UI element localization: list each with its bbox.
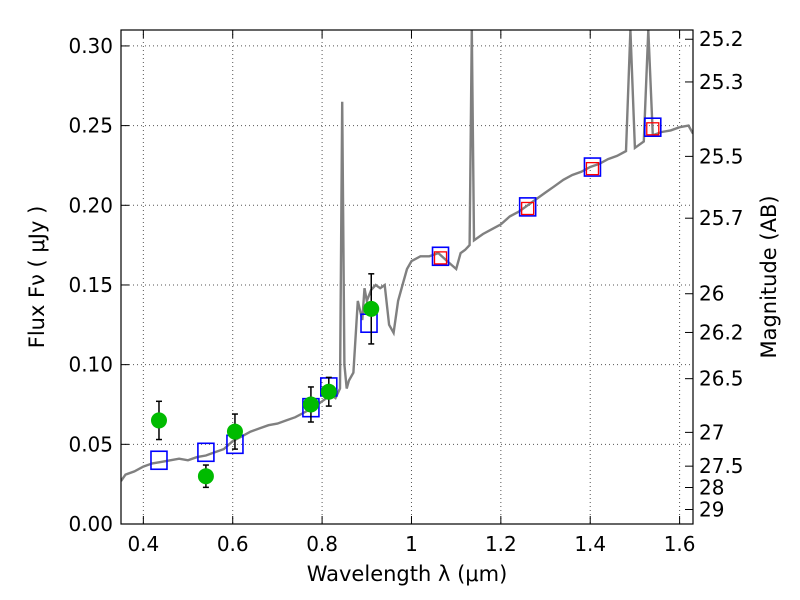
upper-limit-square [646, 122, 660, 136]
observed-flux-point [150, 412, 167, 429]
y2-tick-label: 27.5 [699, 454, 744, 478]
model-flux-square [643, 117, 662, 138]
x-tick-label: 1.2 [485, 532, 517, 556]
y2-tick-label: 25.2 [699, 27, 744, 51]
observed-flux-point [226, 423, 243, 440]
upper-limit-square [433, 251, 448, 265]
y2-axis-label: Magnitude (AB) [757, 195, 781, 358]
x-tick-label: 0.8 [306, 532, 338, 556]
y-axis-label: Flux Fν ( μJy ) [25, 206, 49, 349]
y2-tick-label: 29 [699, 497, 724, 521]
y-tick-label: 0.30 [68, 34, 113, 58]
y2-tick-label: 28 [699, 476, 724, 500]
y2-tick-label: 25.7 [699, 206, 744, 230]
observed-flux-point [363, 300, 380, 317]
observed-flux-point [320, 383, 337, 400]
y2-tick-label: 26.5 [699, 367, 744, 391]
model-flux-square [518, 197, 537, 217]
model-flux-square [431, 246, 450, 267]
y-tick-label: 0.20 [68, 193, 113, 217]
model-flux-square [150, 450, 168, 471]
y2-tick-label: 25.3 [699, 70, 744, 94]
x-tick-label: 1 [405, 532, 418, 556]
y2-tick-label: 25.5 [699, 144, 744, 168]
x-tick-label: 1.4 [574, 532, 606, 556]
y-tick-label: 0.05 [68, 432, 113, 456]
upper-limit-square [585, 161, 600, 176]
plot-layer [121, 30, 693, 489]
model-flux-square [197, 442, 215, 463]
y-tick-label: 0.15 [68, 273, 113, 297]
x-tick-label: 0.6 [217, 532, 249, 556]
plot-frame [120, 29, 694, 525]
y-tick-label: 0.10 [68, 353, 113, 377]
x-tick-label: 1.6 [664, 532, 696, 556]
model-flux-square [583, 157, 602, 177]
observed-flux-point [302, 396, 319, 413]
y2-tick-label: 27 [699, 420, 724, 444]
x-axis-label: Wavelength λ (μm) [307, 562, 508, 586]
observed-flux-point [197, 468, 214, 485]
y-tick-label: 0.00 [68, 512, 113, 536]
upper-limit-square [521, 201, 535, 216]
x-tick-label: 0.4 [127, 532, 159, 556]
tick-layer: 0.4 0.6 0.8 1 1.2 1.4 1.6 0.00 0.05 0.10 0.15 0.20 0… [68, 27, 743, 556]
y2-tick-label: 26 [699, 282, 724, 306]
y2-tick-label: 26.2 [699, 320, 744, 344]
y-tick-label: 0.25 [68, 114, 113, 138]
